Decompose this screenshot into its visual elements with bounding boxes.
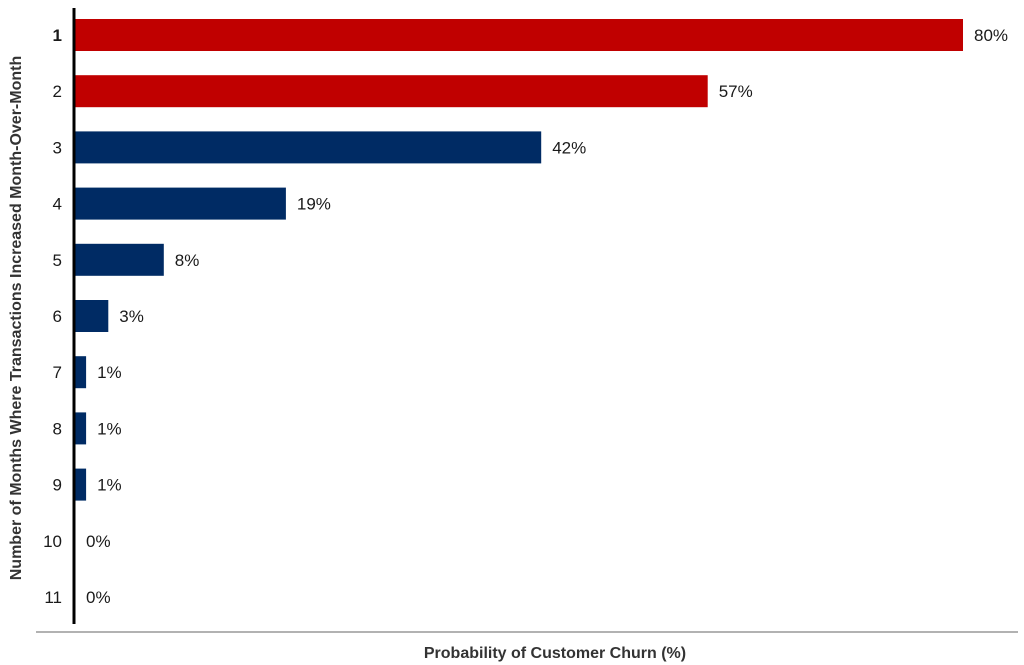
y-tick-label: 11	[44, 588, 62, 607]
bar-3	[75, 131, 542, 164]
y-tick-label: 8	[53, 419, 62, 438]
bar-1	[75, 19, 963, 51]
y-tick-label: 4	[53, 195, 62, 214]
bar-9	[75, 468, 87, 501]
data-label-1: 80%	[974, 26, 1008, 45]
data-label-3: 42%	[552, 138, 586, 157]
x-axis-title: Probability of Customer Churn (%)	[424, 645, 686, 662]
y-tick-label: 5	[53, 251, 62, 270]
data-label-8: 1%	[97, 419, 122, 438]
y-tick-label: 7	[53, 363, 62, 382]
y-tick-label: 10	[43, 532, 62, 551]
bar-6	[75, 300, 109, 332]
data-label-5: 8%	[175, 251, 200, 270]
data-label-9: 1%	[97, 476, 122, 495]
y-axis-title: Number of Months Where Transactions Incr…	[8, 56, 25, 581]
y-tick-label: 6	[53, 307, 62, 326]
bar-5	[75, 243, 164, 276]
y-tick-labels: 1 2 3 4 5 6 7 8 9 10 11	[43, 26, 62, 607]
bar-4	[75, 187, 286, 220]
data-label-10: 0%	[86, 532, 111, 551]
data-labels: 80% 57% 42% 19% 8% 3% 1% 1% 1% 0% 0%	[86, 26, 1008, 607]
y-tick-label: 3	[53, 138, 62, 157]
y-tick-label: 2	[53, 82, 62, 101]
data-label-2: 57%	[719, 82, 753, 101]
bar-2	[75, 75, 708, 108]
data-label-6: 3%	[119, 307, 144, 326]
data-label-4: 19%	[297, 195, 331, 214]
data-label-7: 1%	[97, 363, 122, 382]
bar-8	[75, 412, 87, 445]
y-tick-label: 9	[53, 476, 62, 495]
bar-7	[75, 356, 87, 389]
data-label-11: 0%	[86, 588, 111, 607]
bars-group	[75, 19, 963, 501]
y-tick-label: 1	[53, 26, 62, 45]
